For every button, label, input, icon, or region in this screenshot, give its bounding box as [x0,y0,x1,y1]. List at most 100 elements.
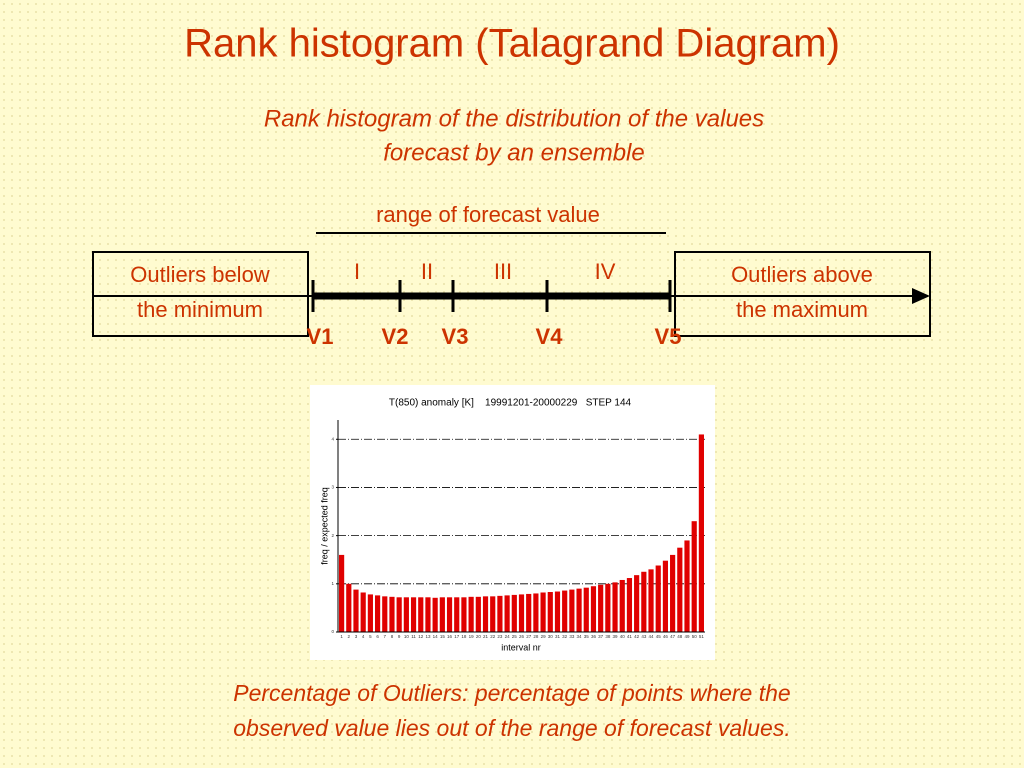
x-tick-label: 48 [677,634,683,639]
point-label: V4 [536,324,564,349]
subtitle: forecast by an ensemble [383,139,644,166]
bar [367,594,373,632]
x-tick-label: 12 [418,634,424,639]
bar [677,547,683,632]
x-tick-label: 38 [605,634,611,639]
x-tick-label: 25 [512,634,518,639]
x-tick-label: 51 [699,634,705,639]
range-label: range of forecast value [376,202,600,227]
x-tick-label: 23 [497,634,503,639]
x-tick-label: 40 [620,634,626,639]
bar [396,597,402,632]
x-axis-label: interval nr [501,642,541,652]
x-tick-label: 31 [555,634,561,639]
bar [619,579,625,632]
y-tick-label: 1 [331,581,334,586]
bar [540,592,546,632]
bar [670,554,676,632]
x-tick-label: 13 [425,634,431,639]
x-tick-label: 43 [641,634,647,639]
bar [468,596,474,632]
x-tick-label: 34 [577,634,583,639]
left-box [92,251,309,337]
bar [410,597,417,632]
x-tick-label: 5 [369,634,372,639]
x-tick-label: 19 [469,634,475,639]
histogram: T(850) anomaly [K] 19991201-20000229 STE… [310,385,715,660]
x-tick-label: 44 [649,634,655,639]
interval-label: I [354,259,360,284]
x-tick-label: 49 [685,634,691,639]
y-tick-label: 4 [331,436,334,441]
y-tick-label: 2 [331,533,334,538]
bar [612,582,618,632]
point-label: V1 [307,324,334,349]
x-tick-label: 28 [533,634,539,639]
bar [605,583,611,632]
x-tick-label: 4 [362,634,365,639]
bar [590,586,597,632]
x-tick-label: 2 [348,634,351,639]
x-tick-label: 32 [562,634,568,639]
x-tick-label: 30 [548,634,554,639]
bar [461,597,467,632]
x-tick-label: 14 [433,634,439,639]
x-tick-label: 36 [591,634,597,639]
x-tick-label: 10 [404,634,410,639]
x-tick-label: 21 [483,634,489,639]
x-tick-label: 33 [569,634,575,639]
x-tick-label: 41 [627,634,633,639]
bar [360,592,366,632]
x-tick-label: 39 [613,634,619,639]
footer-text: Percentage of Outliers: percentage of po… [233,680,790,706]
bar [655,565,661,632]
x-tick-label: 26 [519,634,525,639]
x-tick-label: 29 [541,634,547,639]
bar [339,554,345,632]
x-tick-label: 42 [634,634,640,639]
box-text: Outliers below [130,262,270,287]
bar [374,595,381,632]
point-label: V3 [442,324,469,349]
bar [490,596,496,632]
bar [576,588,582,632]
x-tick-label: 7 [384,634,387,639]
bar [389,596,395,632]
y-tick-label: 0 [331,629,334,634]
bar [626,578,633,632]
bar [648,569,654,632]
bar [547,592,553,632]
bar [554,591,561,632]
bar [518,594,525,632]
bar [482,596,489,632]
bar [562,590,568,632]
bar [662,560,669,632]
point-label: V2 [382,324,409,349]
bar [641,571,647,632]
x-tick-label: 15 [440,634,446,639]
x-tick-label: 50 [692,634,698,639]
x-tick-label: 6 [376,634,379,639]
bar [425,597,431,632]
bar [346,583,352,632]
x-tick-label: 9 [398,634,401,639]
bar [698,434,704,632]
interval-label: III [494,259,512,284]
x-tick-label: 17 [454,634,460,639]
x-tick-label: 22 [490,634,496,639]
box-text: the maximum [736,297,868,322]
x-tick-label: 24 [505,634,511,639]
subtitle: Rank histogram of the distribution of th… [264,105,764,132]
bar [382,596,388,632]
x-tick-label: 3 [355,634,358,639]
x-tick-label: 18 [461,634,467,639]
bar [353,589,359,632]
box-text: Outliers above [731,262,873,287]
slide-title: Rank histogram (Talagrand Diagram) [184,22,840,66]
y-tick-label: 3 [331,485,334,490]
footer-text: observed value lies out of the range of … [233,715,790,741]
x-tick-label: 16 [447,634,453,639]
x-tick-label: 35 [584,634,590,639]
bar [403,597,409,632]
